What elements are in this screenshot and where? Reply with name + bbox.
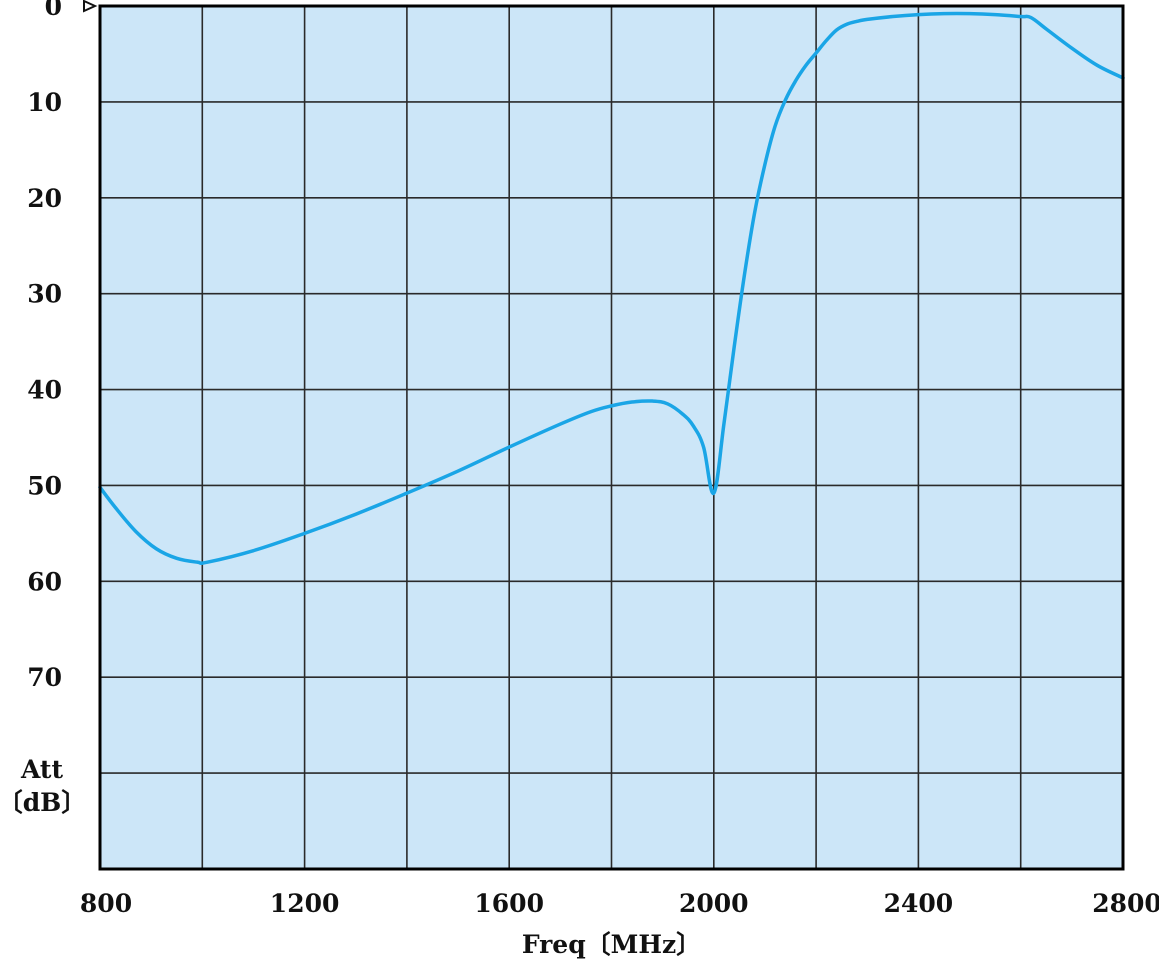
reference-marker-icon — [83, 0, 98, 13]
y-tick-label: 40 — [27, 376, 62, 405]
x-tick-label: 800 — [80, 889, 132, 918]
y-axis-title-line2: 〔dB〕 — [0, 788, 86, 817]
y-tick-label: 0 — [45, 0, 62, 21]
plot-frame — [98, 4, 1125, 871]
x-tick-label: 2800 — [1092, 889, 1159, 918]
y-tick-label: 20 — [27, 184, 62, 213]
y-tick-label: 70 — [27, 663, 62, 692]
y-axis-title-line1: Att — [20, 755, 64, 784]
y-tick-labels: 0 10 20 30 40 50 60 70 — [27, 0, 62, 692]
grid-lines — [100, 6, 1123, 869]
y-tick-label: 60 — [27, 567, 62, 596]
y-tick-label: 30 — [27, 280, 62, 309]
x-tick-label: 1200 — [270, 889, 340, 918]
x-tick-label: 2400 — [884, 889, 954, 918]
y-tick-label: 10 — [27, 88, 62, 117]
y-tick-label: 50 — [27, 471, 62, 500]
x-axis-title: Freq〔MHz〕 — [522, 930, 701, 959]
x-tick-labels: 800 1200 1600 2000 2400 2800 — [80, 889, 1159, 918]
x-tick-label: 2000 — [679, 889, 749, 918]
series-line-attenuation — [98, 11, 1125, 565]
x-tick-label: 1600 — [474, 889, 544, 918]
